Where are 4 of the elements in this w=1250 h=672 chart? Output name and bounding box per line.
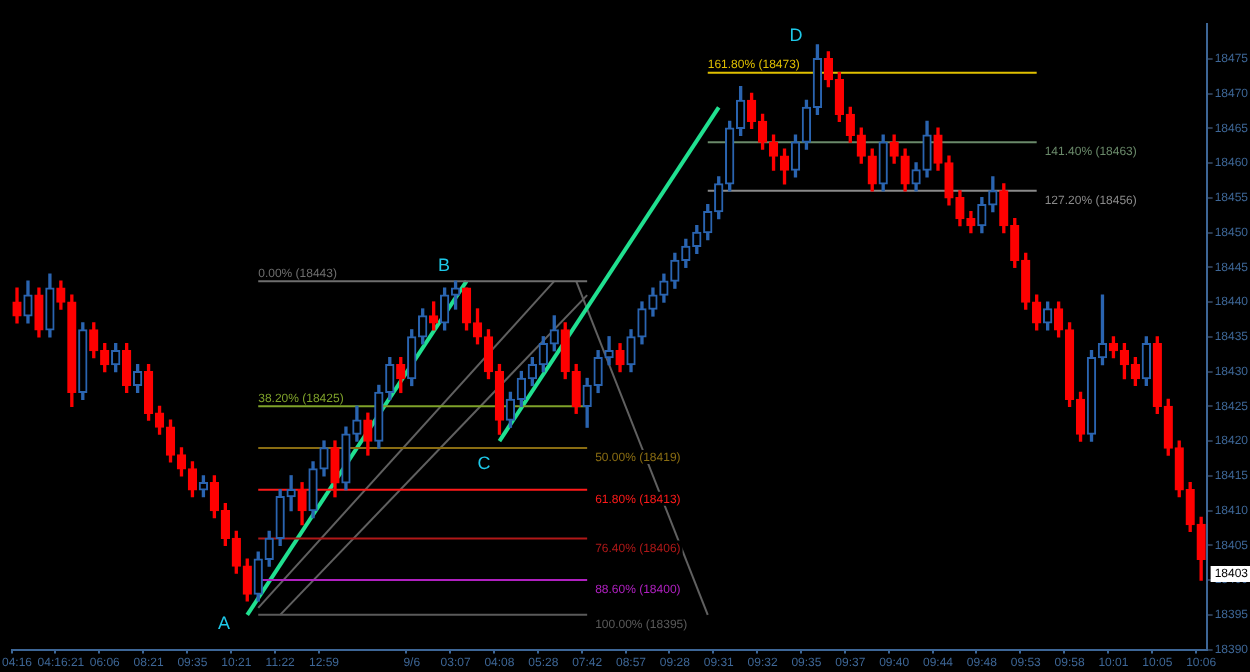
annotation: C [477,452,492,473]
annotation: A [217,612,231,633]
annotation: B [437,254,451,275]
annotation: D [789,24,804,45]
